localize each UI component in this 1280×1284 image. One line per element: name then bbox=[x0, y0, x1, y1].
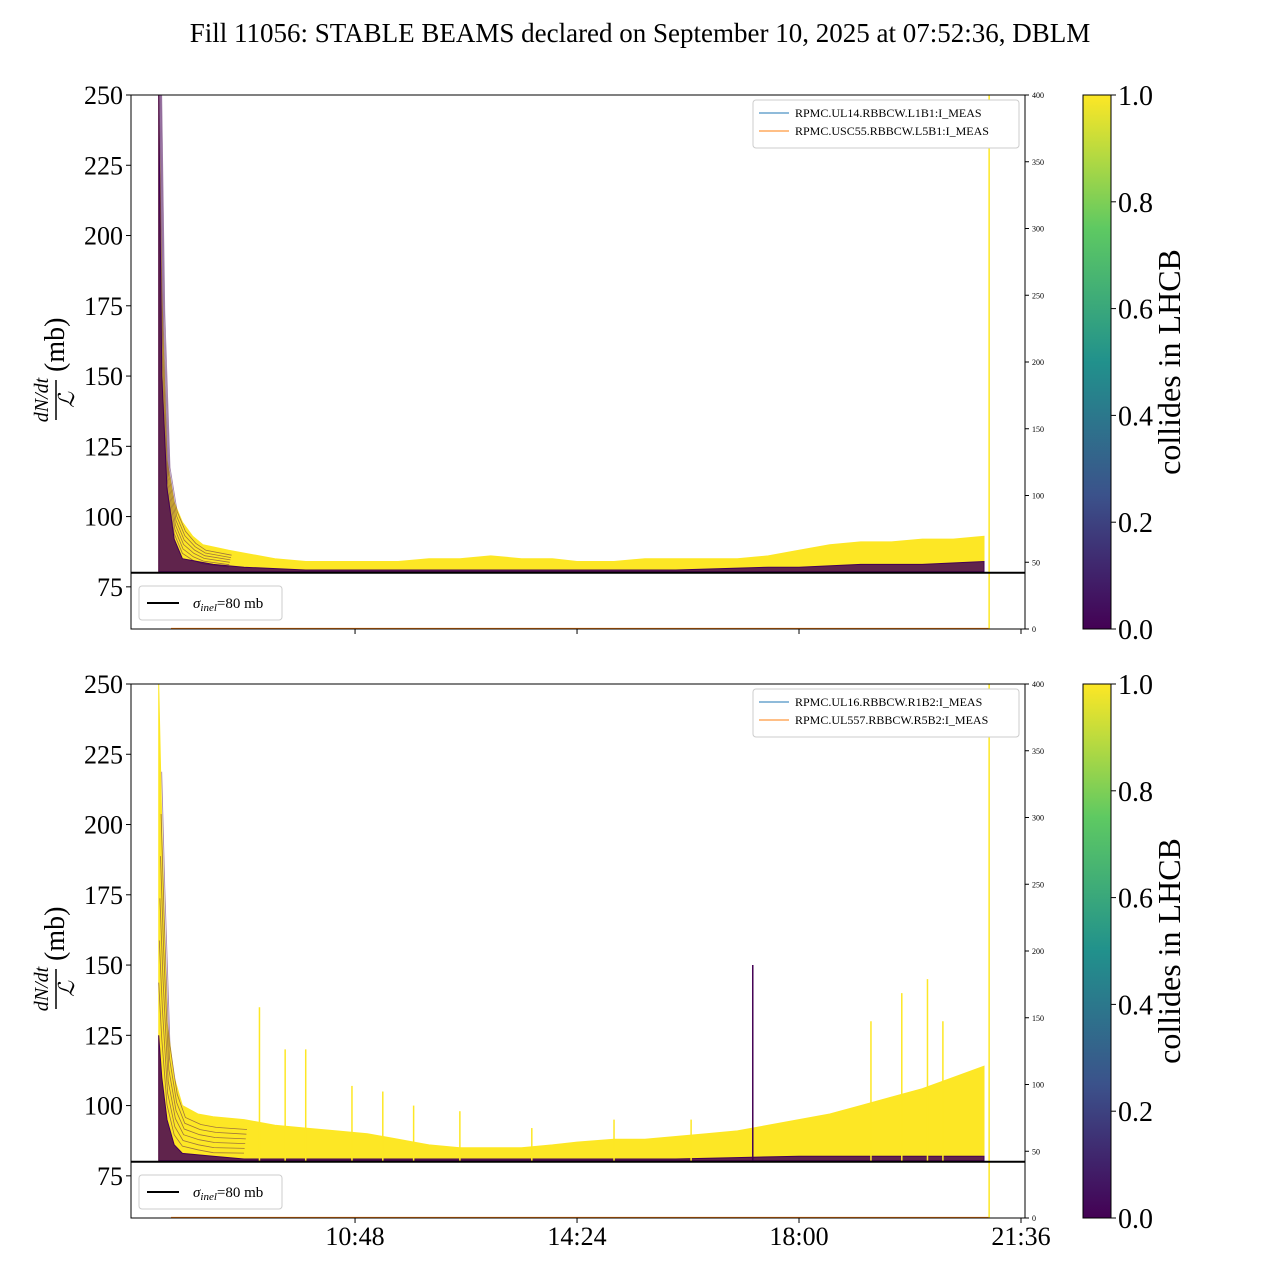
colorbar-tick-label: 0.4 bbox=[1118, 401, 1153, 432]
bunch-trace bbox=[160, 856, 246, 1140]
ylabel-numerator: dN/dt bbox=[31, 966, 53, 1011]
ytick-label: 125 bbox=[84, 432, 123, 461]
y2tick-label: 350 bbox=[1032, 158, 1044, 167]
series-colliding-area bbox=[158, 684, 985, 1162]
ytick-label: 150 bbox=[84, 362, 123, 391]
series-colliding-area bbox=[158, 95, 985, 573]
y2tick-label: 150 bbox=[1032, 1014, 1044, 1023]
bunch-trace bbox=[161, 771, 248, 1130]
y2tick-label: 250 bbox=[1032, 880, 1044, 889]
y2tick-label: 300 bbox=[1032, 814, 1044, 823]
ylabel-unit: (mb) bbox=[40, 318, 71, 372]
colorbar-tick-label: 1.0 bbox=[1118, 81, 1153, 112]
ytick-label: 250 bbox=[84, 81, 123, 110]
colorbar-label-group: collides in LHCB bbox=[1151, 249, 1187, 475]
ytick-label: 100 bbox=[84, 1092, 123, 1121]
bunch-trace bbox=[161, 95, 232, 556]
y2tick-label: 0 bbox=[1032, 625, 1036, 634]
colorbar-tick-label: 0.2 bbox=[1118, 508, 1153, 539]
reference-legend-box bbox=[138, 585, 283, 621]
xtick-label: 21:36 bbox=[991, 1222, 1050, 1251]
reference-legend-label: σinel=80 mb bbox=[193, 1185, 263, 1203]
ytick-label: 100 bbox=[84, 503, 123, 532]
bunch-trace bbox=[158, 982, 245, 1154]
xtick-label: 14:24 bbox=[547, 1222, 606, 1251]
colorbar-tick-label: 0.0 bbox=[1118, 615, 1153, 646]
colorbar-label-group: collides in LHCB bbox=[1151, 838, 1187, 1064]
colorbar-tick-label: 0.4 bbox=[1118, 990, 1153, 1021]
ytick-label: 250 bbox=[84, 670, 123, 699]
y2tick-label: 350 bbox=[1032, 747, 1044, 756]
y2tick-label: 200 bbox=[1032, 358, 1044, 367]
colorbar-tick-label: 0.2 bbox=[1118, 1097, 1153, 1128]
ytick-label: 125 bbox=[84, 1021, 123, 1050]
legend-label: RPMC.UL14.RBBCW.L1B1:I_MEAS bbox=[795, 106, 982, 120]
bunch-trace bbox=[160, 813, 247, 1135]
bunch-trace bbox=[160, 95, 231, 561]
colorbar-tick-label: 0.6 bbox=[1118, 295, 1153, 326]
ytick-label: 225 bbox=[84, 151, 123, 180]
ytick-label: 225 bbox=[84, 740, 123, 769]
y2tick-label: 400 bbox=[1032, 680, 1044, 689]
y2tick-label: 100 bbox=[1032, 492, 1044, 501]
y2tick-label: 100 bbox=[1032, 1081, 1044, 1090]
ylabel-denominator: ℒ bbox=[54, 980, 79, 997]
legend-box bbox=[752, 99, 1020, 149]
legend-label: RPMC.UL557.RBBCW.R5B2:I_MEAS bbox=[795, 713, 988, 727]
y2tick-label: 50 bbox=[1032, 558, 1040, 567]
y-axis-label: dN/dt ℒ (mb) bbox=[31, 318, 79, 423]
colorbar bbox=[1082, 94, 1112, 630]
ylabel-unit: (mb) bbox=[40, 907, 71, 961]
plot-area-bottom bbox=[158, 684, 990, 1218]
ytick-label: 75 bbox=[97, 573, 123, 602]
colorbar-tick-label: 0.8 bbox=[1118, 777, 1153, 808]
colorbar-tick-label: 1.0 bbox=[1118, 670, 1153, 701]
colorbar-tick-label: 0.6 bbox=[1118, 884, 1153, 915]
bunch-trace bbox=[158, 940, 245, 1149]
bunch-trace bbox=[158, 95, 230, 566]
y2tick-label: 400 bbox=[1032, 91, 1044, 100]
ylabel-numerator: dN/dt bbox=[31, 377, 53, 422]
ytick-label: 175 bbox=[84, 881, 123, 910]
y2tick-label: 300 bbox=[1032, 225, 1044, 234]
ytick-label: 200 bbox=[84, 811, 123, 840]
bunch-trace bbox=[159, 95, 230, 563]
y2tick-label: 200 bbox=[1032, 947, 1044, 956]
xtick-label: 10:48 bbox=[325, 1222, 384, 1251]
y2tick-label: 250 bbox=[1032, 291, 1044, 300]
series-noncolliding-area bbox=[158, 95, 985, 573]
bunch-trace bbox=[158, 95, 229, 568]
reference-legend-box bbox=[138, 1174, 283, 1210]
legend-box bbox=[752, 688, 1020, 738]
panel-bottom: 75 100 125 150 175 200 225 250 0 50 100 150 200 250 30… bbox=[31, 670, 1187, 1251]
colorbar bbox=[1082, 683, 1112, 1219]
reference-legend-label: σinel=80 mb bbox=[193, 596, 263, 614]
bunch-trace bbox=[160, 95, 232, 558]
y2tick-label: 150 bbox=[1032, 425, 1044, 434]
colorbar-tick-label: 0.8 bbox=[1118, 188, 1153, 219]
panel-top: 75 100 125 150 175 200 225 250 0 50 100 150 200 250 30… bbox=[31, 81, 1187, 646]
ytick-label: 200 bbox=[84, 222, 123, 251]
xtick-label: 18:00 bbox=[769, 1222, 828, 1251]
plot-area-top bbox=[158, 95, 990, 629]
ytick-label: 150 bbox=[84, 951, 123, 980]
ytick-label: 175 bbox=[84, 292, 123, 321]
figure-title: Fill 11056: STABLE BEAMS declared on Sep… bbox=[189, 18, 1091, 48]
legend-label: RPMC.USC55.RBBCW.L5B1:I_MEAS bbox=[795, 124, 989, 138]
colorbar-tick-label: 0.0 bbox=[1118, 1204, 1153, 1235]
y-axis-label: dN/dt ℒ (mb) bbox=[31, 907, 79, 1012]
y2tick-label: 50 bbox=[1032, 1147, 1040, 1156]
colorbar-label: collides in LHCB bbox=[1151, 249, 1187, 475]
bunch-trace bbox=[159, 898, 246, 1144]
colorbar-label: collides in LHCB bbox=[1151, 838, 1187, 1064]
ylabel-denominator: ℒ bbox=[54, 391, 79, 408]
ytick-label: 75 bbox=[97, 1162, 123, 1191]
legend-label: RPMC.UL16.RBBCW.R1B2:I_MEAS bbox=[795, 695, 982, 709]
y2tick-label: 0 bbox=[1032, 1214, 1036, 1223]
